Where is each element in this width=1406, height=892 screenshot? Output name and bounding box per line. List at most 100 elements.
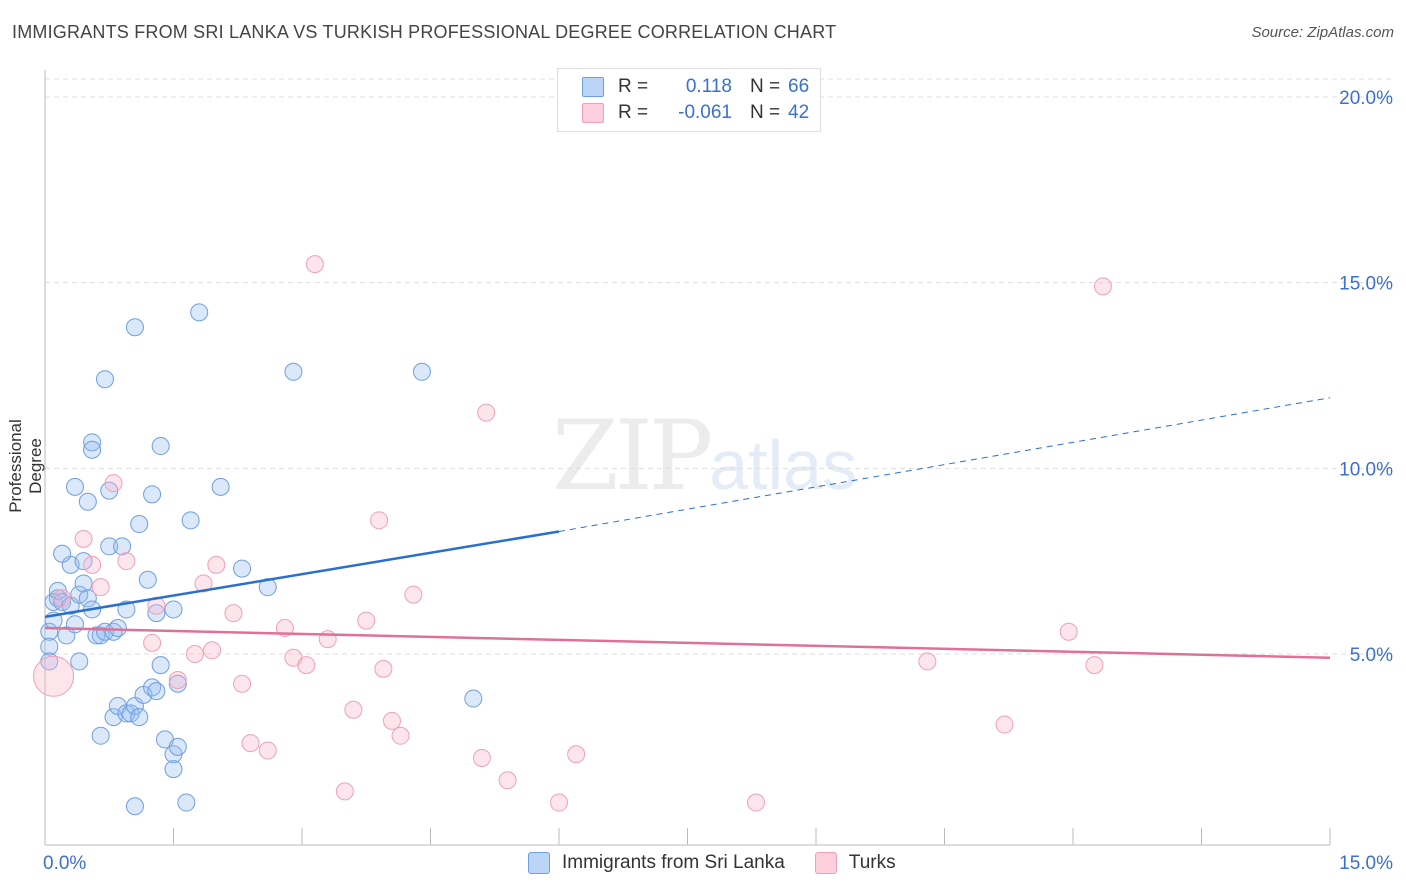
turks-point xyxy=(207,555,226,574)
sri-lanka-point xyxy=(78,492,97,511)
sri-lanka-point xyxy=(164,760,183,779)
sri-lanka-point xyxy=(83,440,102,459)
sri-lanka-point xyxy=(125,797,144,816)
sri-lanka-point xyxy=(233,559,252,578)
sri-lanka-point xyxy=(53,593,72,612)
sri-lanka-point xyxy=(108,619,127,638)
series-swatch-pink xyxy=(814,852,837,874)
turks-point xyxy=(550,793,568,812)
turks-point xyxy=(185,645,204,663)
turks-point xyxy=(344,700,363,719)
turks-point xyxy=(194,574,213,593)
legend-r-value: -0.061 xyxy=(678,102,732,123)
correlation-legend: R = 0.118 N = 66 R = -0.061 N = 42 xyxy=(557,68,821,132)
sri-lanka-point xyxy=(74,552,93,571)
sri-lanka-point xyxy=(143,485,162,504)
series-swatch-blue xyxy=(528,852,550,874)
turks-point xyxy=(374,659,393,678)
sri-lanka-point xyxy=(464,689,483,708)
x-tick-label: 0.0% xyxy=(43,853,86,874)
sri-lanka-point xyxy=(74,574,93,593)
turks-point xyxy=(33,655,75,697)
turks-point xyxy=(370,511,389,530)
sri-lanka-point xyxy=(151,656,170,675)
x-tick-label: 15.0% xyxy=(1339,853,1393,874)
sri-lanka-point xyxy=(130,515,149,534)
turks-point xyxy=(168,670,187,689)
legend-r-value: 0.118 xyxy=(685,76,732,97)
legend-row-sri-lanka: R = 0.118 N = 66 xyxy=(582,75,809,99)
turks-point xyxy=(1059,622,1078,641)
sri-lanka-point xyxy=(168,674,187,693)
series-label-turks: Turks xyxy=(848,852,896,873)
y-tick-label: 15.0% xyxy=(1339,274,1393,295)
turks-point xyxy=(241,734,260,753)
sri-lanka-point xyxy=(87,626,106,645)
turks-point xyxy=(83,555,102,574)
series-legend-sri-lanka[interactable]: Immigrants from Sri Lanka xyxy=(528,852,785,874)
sri-lanka-point xyxy=(164,600,183,619)
turks-point xyxy=(404,585,423,604)
turks-point xyxy=(382,711,401,730)
turks-point xyxy=(1085,656,1104,675)
legend-swatch-blue xyxy=(582,77,604,97)
turks-point xyxy=(357,611,376,630)
series-legend: Immigrants from Sri Lanka Turks xyxy=(528,852,926,874)
y-tick-label: 5.0% xyxy=(1350,645,1393,666)
turks-point xyxy=(297,656,316,675)
turks-point xyxy=(91,578,110,597)
sri-lanka-point xyxy=(211,477,230,496)
turks-point xyxy=(74,529,93,548)
legend-n-label: N = xyxy=(750,76,781,97)
legend-row-turks: R = -0.061 N = 42 xyxy=(582,101,809,125)
sri-lanka-point xyxy=(190,303,209,322)
sri-lanka-point xyxy=(125,318,144,337)
sri-lanka-point xyxy=(147,682,166,701)
sri-lanka-point xyxy=(181,511,200,530)
turks-point xyxy=(224,604,243,623)
legend-n-value: 66 xyxy=(788,76,810,97)
legend-r-label: R = xyxy=(618,102,649,123)
sri-lanka-point xyxy=(147,604,166,623)
turks-point xyxy=(258,741,277,760)
turks-point xyxy=(1093,277,1112,296)
series-legend-turks[interactable]: Turks xyxy=(814,852,896,874)
sri-lanka-point xyxy=(151,437,170,456)
sri-lanka-point xyxy=(284,362,303,381)
sri-lanka-point xyxy=(91,726,110,745)
turks-point xyxy=(305,255,324,274)
turks-point xyxy=(472,748,491,767)
sri-lanka-point xyxy=(83,433,102,452)
sri-lanka-point xyxy=(130,708,149,727)
legend-swatch-pink xyxy=(582,103,604,123)
sri-lanka-point xyxy=(70,652,89,671)
watermark-atlas: atlas xyxy=(709,426,858,504)
turks-point xyxy=(747,793,766,812)
sri-lanka-point xyxy=(78,589,97,608)
turks-point xyxy=(498,771,517,790)
sri-lanka-point xyxy=(138,570,157,589)
y-tick-label: 10.0% xyxy=(1339,459,1393,480)
legend-n-value: 42 xyxy=(788,102,810,123)
sri-lanka-point xyxy=(113,537,132,556)
sri-lanka-point xyxy=(70,585,89,604)
legend-r-label: R = xyxy=(618,76,649,97)
turks-point xyxy=(117,552,136,571)
sri-lanka-point xyxy=(65,477,84,496)
watermark-zip: ZIP xyxy=(552,400,713,512)
sri-lanka-trendline xyxy=(44,530,560,619)
turks-point xyxy=(567,745,586,764)
sri-lanka-trendline-projection xyxy=(558,397,1331,532)
sri-lanka-point xyxy=(65,615,84,634)
turks-point xyxy=(995,715,1014,734)
watermark: ZIPatlas xyxy=(552,400,857,512)
turks-point xyxy=(477,403,496,422)
turks-point xyxy=(391,726,410,745)
source-label: Source: ZipAtlas.com xyxy=(1251,24,1394,41)
sri-lanka-point xyxy=(53,544,72,563)
legend-n-label: N = xyxy=(750,102,781,123)
turks-point xyxy=(104,474,123,493)
turks-point xyxy=(203,641,222,660)
turks-point xyxy=(918,652,937,671)
